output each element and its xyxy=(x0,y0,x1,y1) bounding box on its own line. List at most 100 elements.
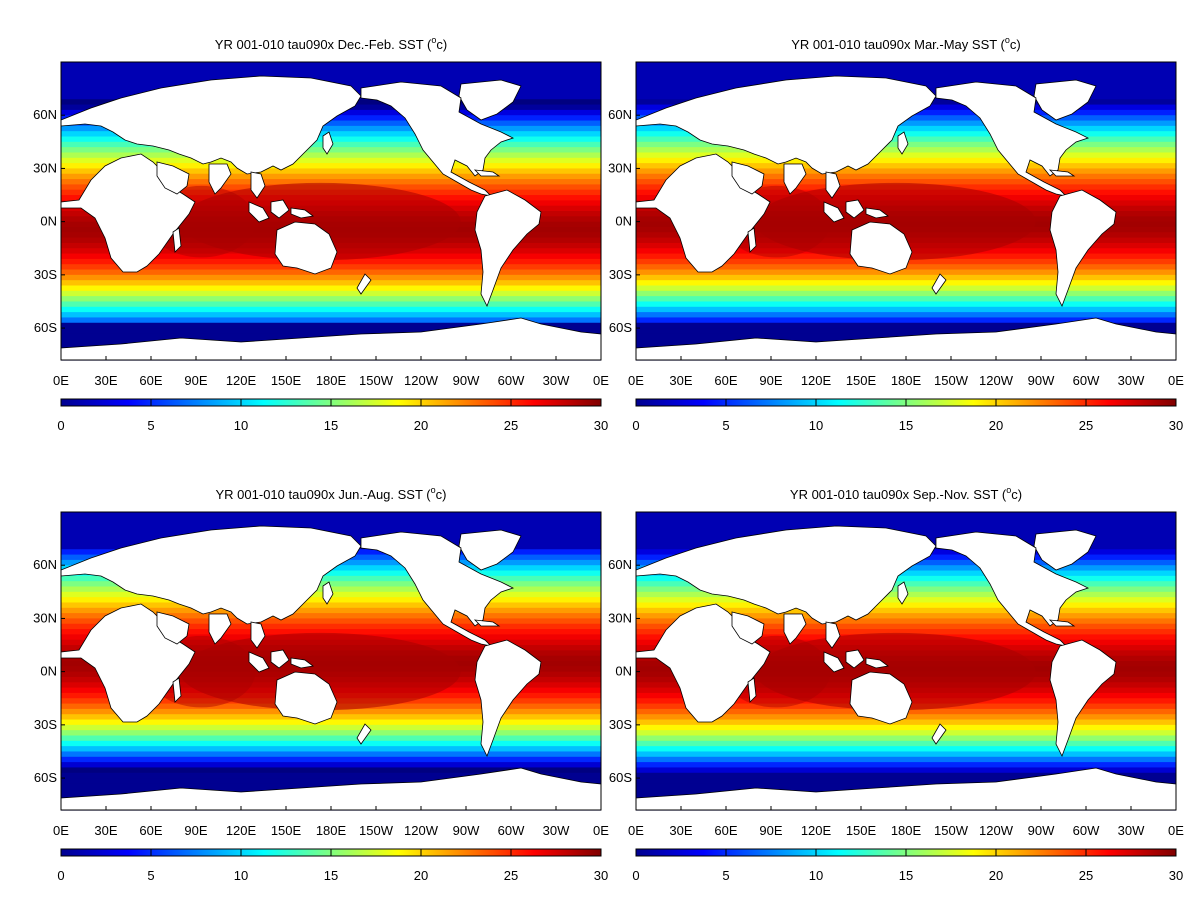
sst-band xyxy=(636,618,1176,625)
x-tick-label: 150W xyxy=(359,823,394,838)
sst-band xyxy=(636,125,1176,132)
sst-band xyxy=(61,512,601,518)
x-tick-label: 0E xyxy=(53,823,69,838)
sst-band xyxy=(636,751,1176,758)
sst-band xyxy=(61,623,601,630)
x-tick-label: 120W xyxy=(404,823,439,838)
x-tick-label: 120E xyxy=(801,373,832,388)
x-tick-label: 180E xyxy=(316,823,347,838)
sst-band xyxy=(61,629,601,635)
sst-band xyxy=(636,328,1176,334)
sst-band xyxy=(61,62,601,68)
colorbar-tick-label: 5 xyxy=(147,418,154,433)
sst-band xyxy=(61,152,601,159)
y-tick-label: 60S xyxy=(609,320,632,335)
x-tick-label: 60E xyxy=(139,823,162,838)
colorbar-tick-label: 10 xyxy=(234,418,248,433)
colorbar-tick-label: 25 xyxy=(1079,868,1093,883)
sst-band xyxy=(636,269,1176,276)
x-tick-label: 60E xyxy=(714,373,737,388)
sst-band xyxy=(636,724,1176,731)
x-tick-label: 180E xyxy=(316,373,347,388)
panel-mam: YR 001-010 tau090x Mar.-May SST (oc) 0E 30… xyxy=(608,35,1184,433)
sst-band xyxy=(636,179,1176,185)
colorbar-tick-label: 30 xyxy=(1169,868,1183,883)
sst-band xyxy=(636,322,1176,329)
sst-band xyxy=(61,131,601,138)
sst-band xyxy=(636,173,1176,180)
x-tick-label: 150E xyxy=(846,373,877,388)
sst-band xyxy=(636,762,1176,769)
sst-band xyxy=(636,163,1176,170)
panel-title-text: YR 001-010 tau090x Mar.-May SST ( xyxy=(791,37,1005,52)
sst-band xyxy=(636,623,1176,630)
x-tick-label: 0E xyxy=(593,823,609,838)
sst-band xyxy=(636,317,1176,324)
sst-band xyxy=(61,285,601,292)
sst-band xyxy=(636,152,1176,159)
sst-band xyxy=(636,602,1176,609)
y-tick-label: 60N xyxy=(608,107,632,122)
y-tick-label: 30S xyxy=(34,717,57,732)
panel-title: YR 001-010 tau090x Jun.-Aug. SST (oc) xyxy=(216,485,447,502)
title-superscript: o xyxy=(431,485,436,495)
panel-title: YR 001-010 tau090x Dec.-Feb. SST (oc) xyxy=(215,35,447,52)
x-tick-label: 150E xyxy=(271,823,302,838)
y-tick-label: 0N xyxy=(615,214,632,229)
y-tick-label: 0N xyxy=(40,664,57,679)
colorbar-tick-label: 20 xyxy=(989,868,1003,883)
x-tick-label: 90E xyxy=(184,823,207,838)
x-tick-label: 30W xyxy=(1118,373,1145,388)
sst-band xyxy=(636,67,1176,74)
panel-djf: YR 001-010 tau090x Dec.-Feb. SST (oc) 0E 3… xyxy=(33,35,609,433)
sst-band xyxy=(61,522,601,529)
sst-band xyxy=(636,131,1176,138)
y-tick-label: 0N xyxy=(40,214,57,229)
sst-band xyxy=(61,168,601,175)
panel-title: YR 001-010 tau090x Mar.-May SST (oc) xyxy=(791,35,1021,52)
sst-band xyxy=(61,575,601,582)
x-tick-label: 30E xyxy=(94,823,117,838)
x-tick-label: 0E xyxy=(628,823,644,838)
sst-band xyxy=(61,570,601,577)
sst-band xyxy=(61,751,601,758)
sst-band xyxy=(636,730,1176,737)
sst-band xyxy=(61,746,601,753)
colorbar-tick-label: 10 xyxy=(234,868,248,883)
sst-band xyxy=(61,527,601,534)
x-tick-label: 60E xyxy=(139,373,162,388)
sst-band xyxy=(61,163,601,170)
y-tick-label: 60N xyxy=(33,557,57,572)
sst-band xyxy=(636,740,1176,747)
x-tick-label: 90E xyxy=(184,373,207,388)
sst-band xyxy=(636,157,1176,164)
colorbar-tick-label: 25 xyxy=(504,868,518,883)
x-tick-label: 120E xyxy=(226,373,257,388)
sst-band xyxy=(61,517,601,524)
panel-title: YR 001-010 tau090x Sep.-Nov. SST (oc) xyxy=(790,485,1022,502)
colorbar: 0 5 10 15 20 25 30 xyxy=(57,848,608,883)
sst-band xyxy=(636,274,1176,281)
y-tick-label: 30N xyxy=(33,160,57,175)
colorbar-tick-label: 30 xyxy=(1169,418,1183,433)
sst-band xyxy=(636,756,1176,763)
x-tick-label: 60W xyxy=(1073,823,1100,838)
panel-son: YR 001-010 tau090x Sep.-Nov. SST (oc) 0E 3… xyxy=(608,485,1184,883)
sst-band xyxy=(61,322,601,329)
sst-band xyxy=(636,607,1176,614)
colorbar-tick-label: 15 xyxy=(324,418,338,433)
sst-band xyxy=(61,730,601,737)
sst-band xyxy=(61,274,601,281)
title-unit: c xyxy=(1011,487,1018,502)
colorbar-tick-label: 10 xyxy=(809,868,823,883)
x-tick-label: 120W xyxy=(979,373,1014,388)
colorbar-tick-label: 0 xyxy=(57,868,64,883)
sst-band xyxy=(61,301,601,308)
sst-band xyxy=(636,120,1176,127)
sst-band xyxy=(636,296,1176,303)
sst-band xyxy=(636,168,1176,175)
x-tick-label: 60W xyxy=(498,823,525,838)
sst-band xyxy=(61,120,601,127)
sst-band xyxy=(636,522,1176,529)
colorbar-tick-label: 30 xyxy=(594,418,608,433)
